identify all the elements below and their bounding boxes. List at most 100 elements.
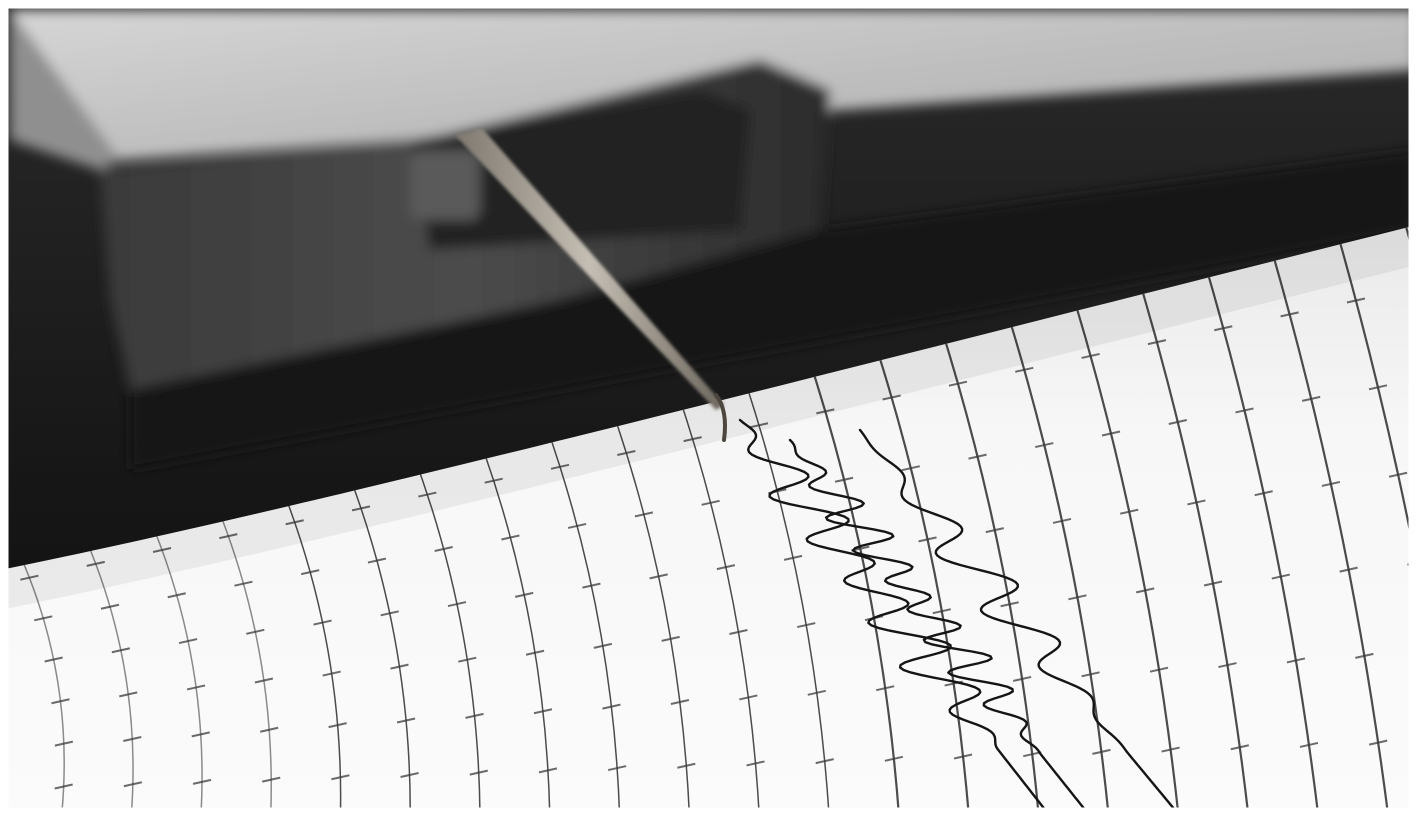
tick-mark (602, 703, 621, 710)
grid-line (671, 375, 761, 816)
grid-line (1264, 230, 1392, 816)
tick-mark (670, 699, 690, 706)
tick-mark (331, 774, 350, 781)
grid-line (341, 456, 411, 816)
tick-mark (953, 753, 973, 760)
tick-mark (1321, 480, 1341, 487)
tick-mark (1015, 366, 1034, 373)
tick-mark (322, 670, 341, 677)
tick-mark (254, 677, 274, 684)
tick-mark (968, 453, 987, 460)
tick-mark (219, 533, 238, 540)
instrument-housing (10, 10, 1417, 470)
tick-mark (1254, 490, 1273, 497)
grid-line (143, 505, 203, 816)
tick-mark (178, 638, 198, 645)
tick-mark (538, 767, 558, 774)
paper-drum (0, 225, 1417, 816)
tick-mark (123, 781, 143, 788)
tick-mark (1136, 587, 1155, 594)
tick-mark (313, 619, 332, 626)
tick-mark (192, 778, 212, 785)
tick-mark (701, 499, 720, 506)
tick-mark (123, 736, 142, 742)
tick-mark (418, 491, 437, 498)
grid-line (868, 327, 972, 816)
tick-mark (1000, 601, 1019, 608)
time-tick-marks (0, 283, 1417, 792)
tick-mark (617, 449, 636, 456)
tick-mark (1214, 325, 1233, 332)
grid-line (605, 391, 691, 816)
grid-line (1132, 262, 1252, 816)
tick-mark (54, 740, 74, 747)
tick-mark (458, 656, 477, 663)
tick-mark (100, 603, 120, 610)
tick-mark (434, 546, 453, 553)
tick-mark (807, 689, 826, 696)
tick-mark (86, 560, 105, 567)
tick-mark (918, 536, 937, 543)
tick-mark (1235, 407, 1254, 414)
grid-line (539, 408, 621, 816)
grid-line (209, 488, 272, 816)
grid-line (473, 424, 551, 816)
tick-mark (1081, 671, 1100, 678)
tick-mark (1299, 741, 1319, 748)
tick-mark (191, 731, 210, 738)
tick-mark (1339, 566, 1358, 573)
grid-line (802, 343, 902, 816)
tick-mark (20, 574, 39, 581)
tick-mark (525, 649, 545, 656)
tick-mark (484, 477, 503, 484)
tick-mark (34, 615, 53, 622)
tick-mark (783, 554, 803, 561)
tick-mark (390, 663, 409, 670)
tick-mark (259, 726, 279, 733)
grid-line (1000, 294, 1112, 816)
tick-mark (380, 610, 399, 617)
grid-line (1066, 278, 1182, 816)
tick-mark (51, 698, 70, 705)
recording-grid-lines (11, 225, 1417, 816)
tick-mark (607, 765, 627, 772)
tick-mark (1218, 662, 1237, 669)
tick-mark (54, 783, 73, 790)
tick-mark (948, 380, 968, 387)
tick-mark (729, 629, 748, 635)
grid-line (934, 310, 1042, 816)
tick-mark (567, 522, 587, 529)
tick-mark (285, 519, 304, 526)
tick-mark (400, 771, 419, 778)
tick-mark (300, 569, 320, 576)
tick-mark (1149, 666, 1169, 673)
tick-mark (816, 408, 835, 415)
tick-mark (634, 511, 654, 518)
tick-mark (882, 394, 901, 401)
tick-mark (465, 712, 484, 719)
tick-mark (593, 642, 613, 649)
tick-mark (1068, 594, 1087, 601)
tick-mark (1271, 573, 1291, 580)
grid-line (737, 359, 831, 816)
tick-mark (932, 608, 952, 615)
tick-mark (351, 505, 371, 512)
tick-mark (447, 601, 467, 608)
grid-line (1330, 225, 1417, 816)
grid-line (11, 537, 65, 816)
tick-mark (514, 591, 534, 598)
tick-mark (1092, 748, 1111, 755)
tick-mark (119, 691, 138, 698)
tick-mark (649, 573, 668, 580)
tick-mark (246, 628, 265, 635)
tick-mark (328, 722, 347, 729)
tick-mark (186, 684, 206, 691)
tick-mark (834, 476, 854, 483)
tick-mark (44, 656, 63, 663)
tick-mark (167, 592, 186, 599)
grid-line (275, 472, 342, 816)
tick-mark (1187, 499, 1206, 506)
tick-mark (1023, 751, 1042, 758)
